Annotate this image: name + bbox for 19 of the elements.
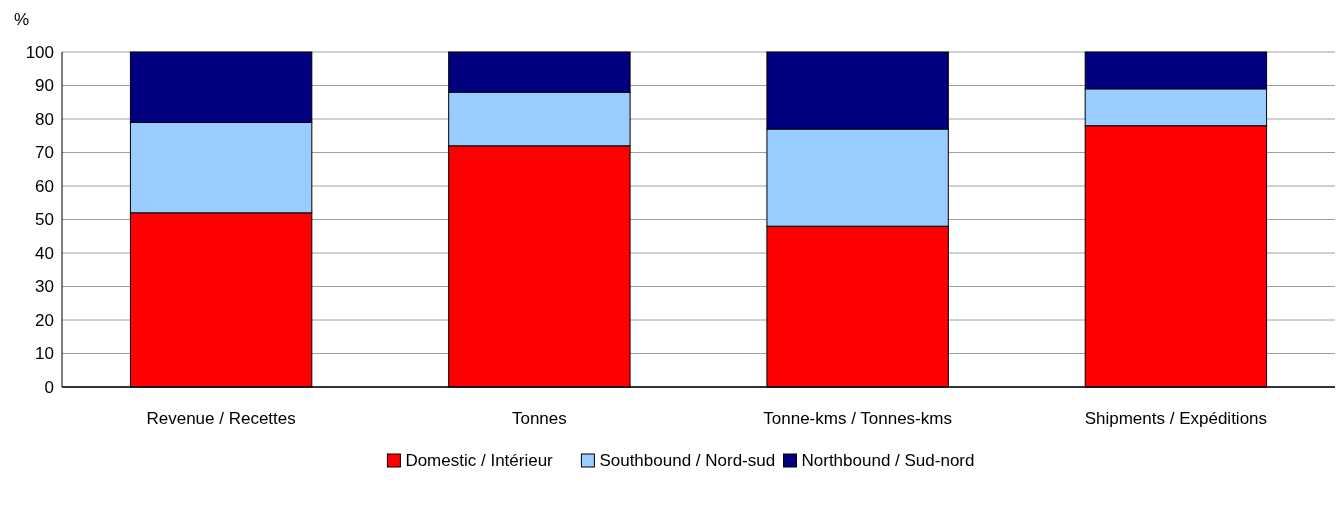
legend-label: Northbound / Sud-nord (801, 451, 975, 470)
legend-label: Domestic / Intérieur (405, 451, 554, 470)
y-tick-label: 0 (44, 377, 54, 397)
y-tick-label: 50 (35, 210, 54, 230)
y-tick-label: 10 (35, 344, 54, 364)
x-tick-label: Tonnes (511, 409, 567, 428)
y-tick-label: 20 (35, 310, 54, 330)
y-tick-label: 40 (35, 243, 54, 263)
y-tick-label: 100 (25, 42, 54, 62)
y-tick-label: 60 (35, 176, 54, 196)
y-tick-label: 30 (35, 277, 54, 297)
x-tick-label: Tonne-kms / Tonnes-kms (763, 409, 952, 428)
y-axis-title: % (14, 10, 30, 29)
x-tick-label: Revenue / Recettes (146, 409, 296, 428)
y-tick-label: 90 (35, 76, 54, 96)
y-tick-label: 80 (35, 109, 54, 129)
y-tick-label: 70 (35, 143, 54, 163)
legend-label: Southbound / Nord-sud (599, 451, 776, 470)
x-tick-label: Shipments / Expéditions (1084, 409, 1268, 428)
